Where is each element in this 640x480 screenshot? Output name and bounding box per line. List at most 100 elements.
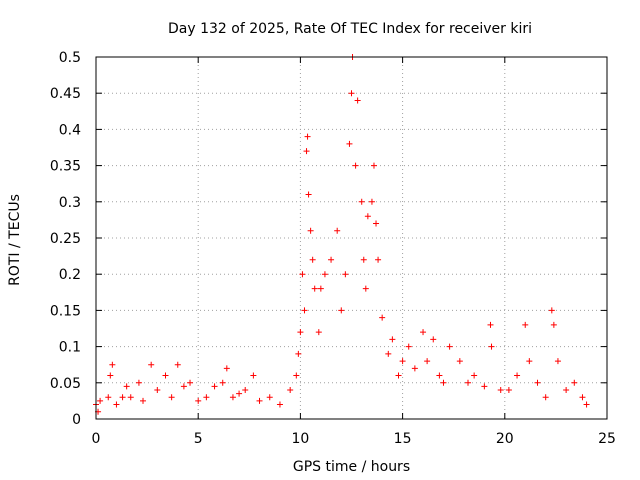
data-point [430,336,437,343]
data-point [375,256,382,263]
data-point [364,213,371,220]
data-point [471,372,478,379]
data-point [440,379,447,386]
data-point [256,397,263,404]
data-point [250,372,257,379]
data-point [456,358,463,365]
x-tick-label: 10 [291,431,309,447]
data-point [399,358,406,365]
x-tick-label: 25 [598,431,616,447]
data-point [229,394,236,401]
data-point [354,97,361,104]
data-point [534,379,541,386]
data-point [583,401,590,408]
data-point [548,307,555,314]
data-point [97,397,104,404]
data-point [362,285,369,292]
data-point [368,198,375,205]
data-point [338,307,345,314]
data-point [360,256,367,263]
data-point [370,162,377,169]
data-point [311,285,318,292]
x-tick-label: 0 [92,431,101,447]
y-axis-label: ROTI / TECUs [7,194,23,286]
data-point [352,162,359,169]
axis-ticks [95,56,608,420]
data-point [505,387,512,394]
data-point [405,343,412,350]
data-point [550,321,557,328]
data-point [436,372,443,379]
x-tick-label: 20 [496,431,514,447]
data-point [109,361,116,368]
data-point [579,394,586,401]
y-tick-label: 0.15 [50,303,81,319]
data-point [321,271,328,278]
data-point [346,140,353,147]
data-point [348,90,355,97]
data-point [295,350,302,357]
y-tick-label: 0.45 [50,86,81,102]
data-point [328,256,335,263]
data-point [242,387,249,394]
data-point [334,227,341,234]
chart-title: Day 132 of 2025, Rate Of TEC Index for r… [168,21,532,37]
data-point [317,285,324,292]
data-point [487,321,494,328]
data-point [373,220,380,227]
data-point [266,394,273,401]
data-point [162,372,169,379]
data-point [488,343,495,350]
data-point [379,314,386,321]
data-point [358,198,365,205]
y-tick-label: 0.25 [50,231,81,247]
data-point [223,365,230,372]
data-point [287,387,294,394]
data-point [127,394,134,401]
data-point [389,336,396,343]
data-point [211,383,218,390]
data-point [571,379,578,386]
y-tick-label: 0.35 [50,159,81,175]
data-point [395,372,402,379]
data-point [187,379,194,386]
data-point [148,361,155,368]
y-tick-label: 0.05 [50,376,81,392]
data-point [113,401,120,408]
x-tick-label: 15 [394,431,412,447]
data-point [420,329,427,336]
y-tick-label: 0.5 [59,50,81,66]
data-point [554,358,561,365]
data-point [168,394,175,401]
data-point [481,383,488,390]
data-point [303,148,310,155]
data-point [293,372,300,379]
data-points [93,54,590,415]
data-point [342,271,349,278]
data-point [299,271,306,278]
data-point [522,321,529,328]
data-point [203,394,210,401]
x-tick-label: 5 [194,431,203,447]
data-point [154,387,161,394]
data-point [107,372,114,379]
data-point [135,379,142,386]
y-tick-label: 0.1 [59,340,81,356]
data-point [307,227,314,234]
data-point [297,329,304,336]
data-point [236,390,243,397]
data-point [180,383,187,390]
data-point [123,383,130,390]
data-point [305,191,312,198]
data-point [105,394,112,401]
data-point [309,256,316,263]
y-tick-label: 0.3 [59,195,81,211]
y-tick-labels: 0 0.05 0.1 0.15 0.2 0.25 0.3 0.35 0.4 0.45 0.5 [50,50,81,428]
data-point [424,358,431,365]
data-point [315,329,322,336]
x-tick-labels: 0 5 10 15 20 25 [92,431,616,447]
data-point [301,307,308,314]
data-point [385,350,392,357]
data-point [497,387,504,394]
data-point [219,379,226,386]
